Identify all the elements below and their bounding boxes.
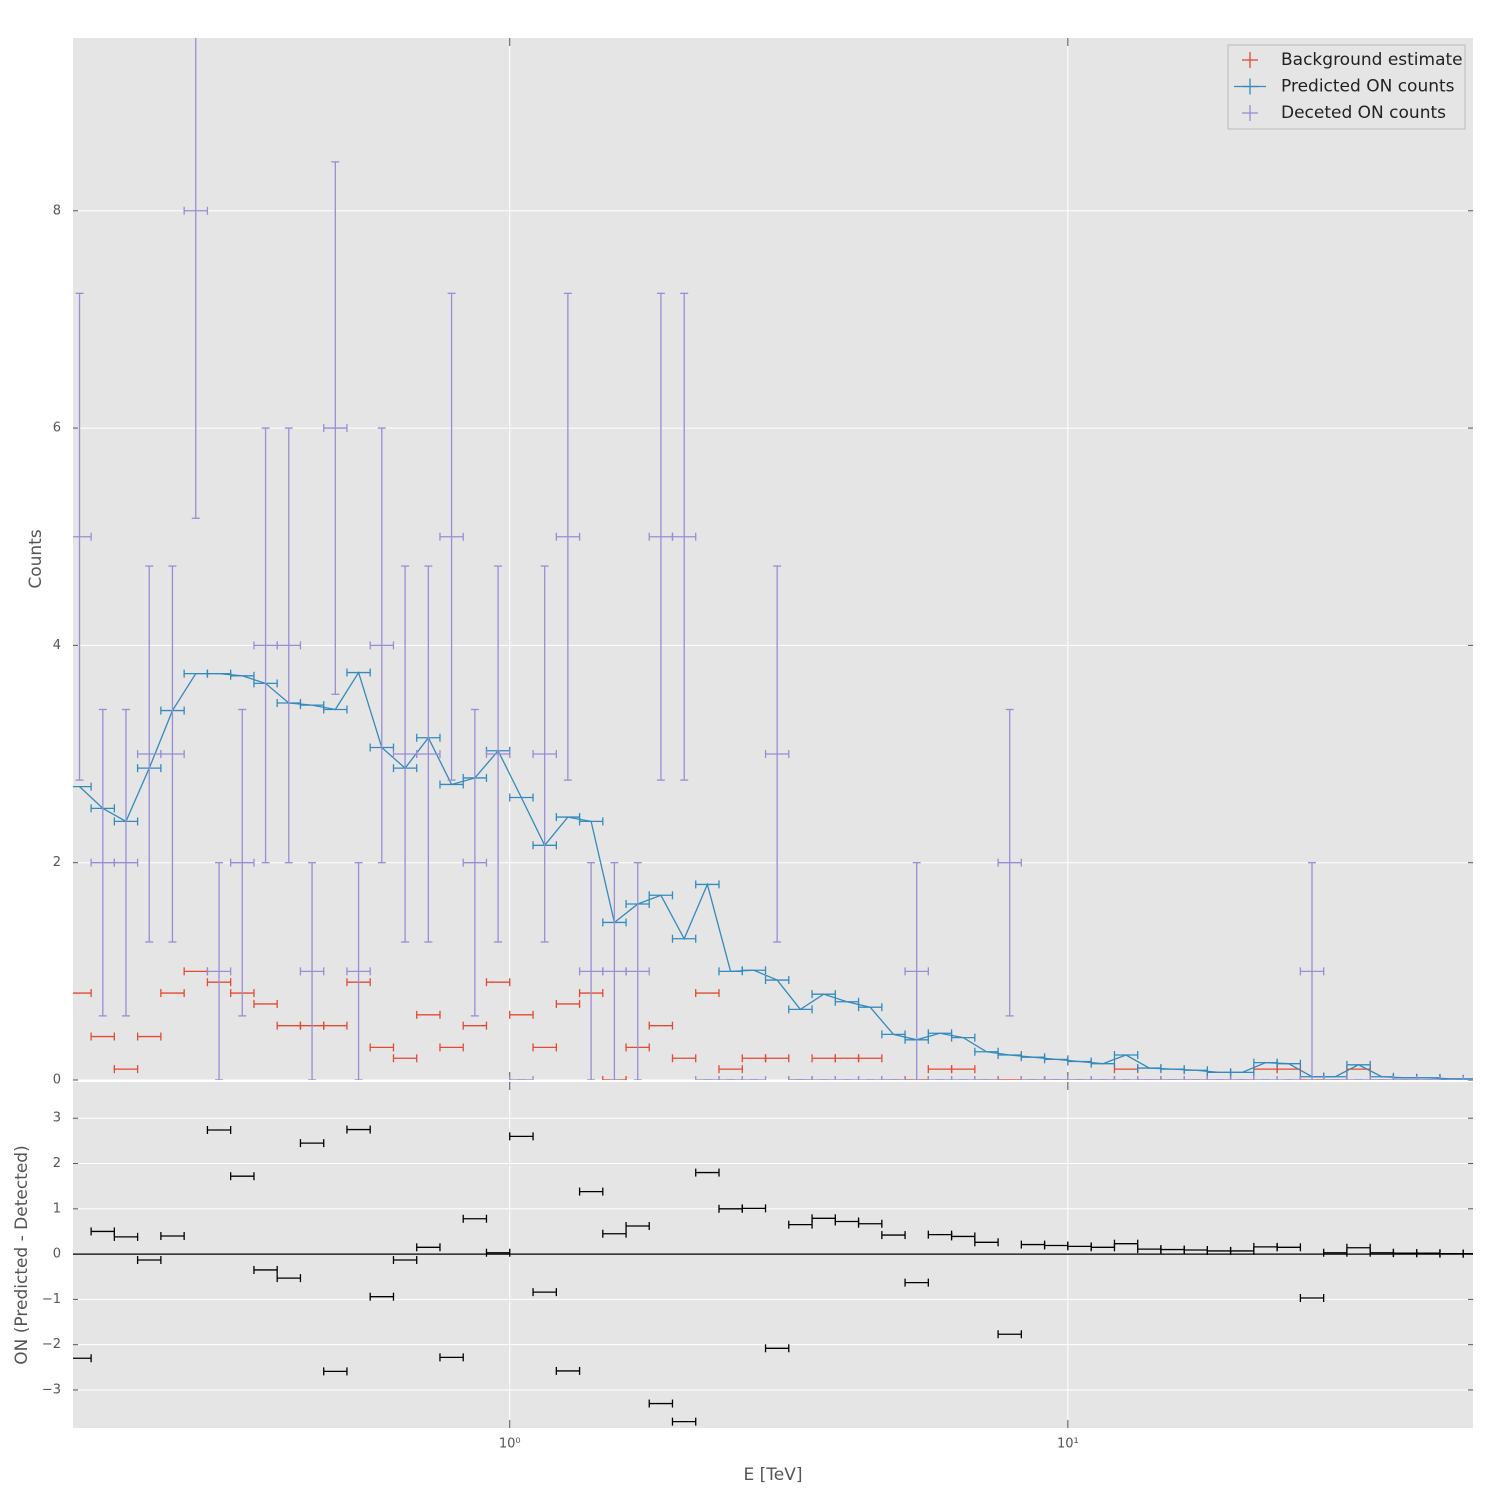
x-tick-label: 10⁰ [499, 1437, 521, 1452]
y-tick-label: 2 [53, 1156, 61, 1171]
y-axis-label: ON (Predicted - Detected) [12, 1145, 32, 1364]
y-axis-label: Counts [26, 529, 46, 588]
y-tick-label: 0 [53, 1073, 61, 1088]
legend-label: Predicted ON counts [1281, 77, 1455, 97]
y-tick-label: 2 [53, 855, 61, 870]
y-tick-label: −2 [42, 1337, 61, 1352]
series [73, 1125, 1473, 1426]
y-tick-label: −3 [42, 1382, 61, 1397]
y-tick-label: 4 [53, 638, 61, 653]
y-tick-label: 6 [53, 421, 61, 436]
legend: Background estimate Predicted ON counts De… [1227, 44, 1466, 130]
plot-area [73, 1125, 1473, 1426]
x-axis-label: E [TeV] [744, 1465, 803, 1485]
legend-label: Background estimate [1281, 50, 1463, 70]
series [73, 38, 1473, 1080]
y-tick-label: 8 [53, 203, 61, 218]
y-tick-label: 0 [53, 1247, 61, 1262]
legend-label: Deceted ON counts [1281, 103, 1446, 123]
plot-background [73, 38, 1473, 1080]
legend-box [1227, 44, 1466, 130]
plot-background [73, 1082, 1473, 1428]
y-tick-label: 3 [53, 1111, 61, 1126]
y-tick-label: 1 [53, 1201, 61, 1216]
x-tick-label: 10¹ [1057, 1437, 1079, 1452]
y-tick-label: −1 [42, 1292, 61, 1307]
series [73, 668, 1473, 1080]
plot-area [73, 38, 1473, 1080]
